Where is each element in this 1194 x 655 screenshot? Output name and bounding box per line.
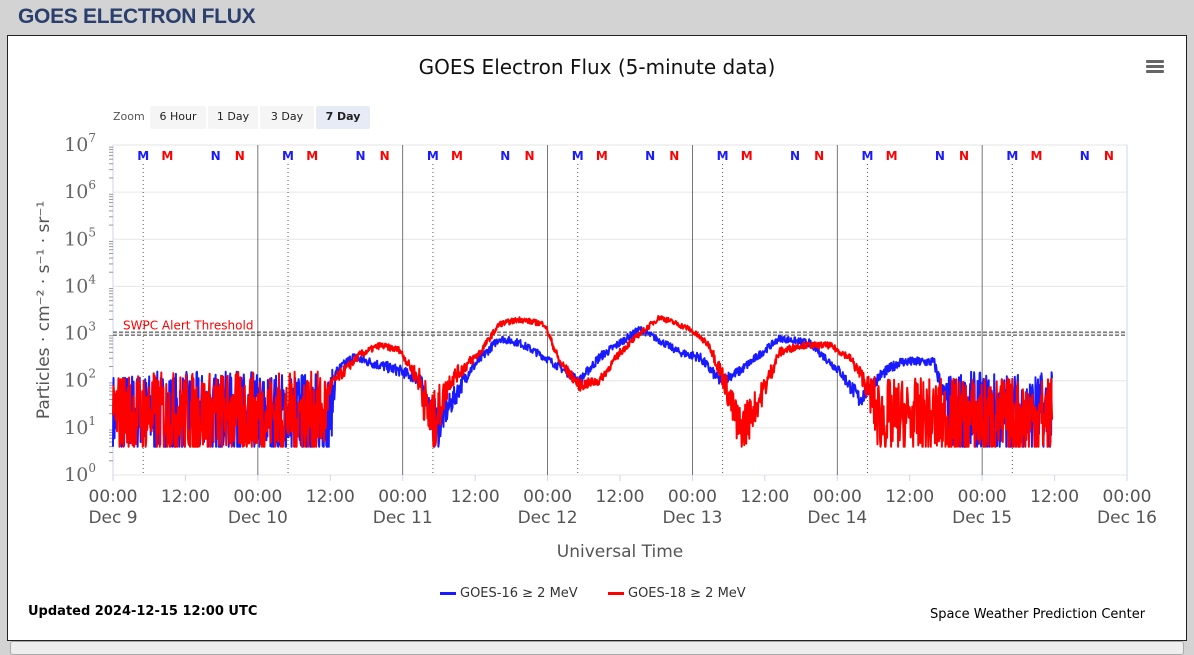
marker-m: M bbox=[861, 149, 873, 163]
x-tick-time: 00:00 bbox=[523, 487, 572, 507]
marker-m: M bbox=[282, 149, 294, 163]
x-tick-time: 12:00 bbox=[451, 487, 500, 507]
y-tick-label: 100 bbox=[64, 461, 96, 486]
threshold-label: SWPC Alert Threshold bbox=[123, 319, 253, 333]
y-tick-label: 105 bbox=[64, 225, 96, 250]
x-tick-time: 00:00 bbox=[668, 487, 717, 507]
x-tick-date: Dec 12 bbox=[518, 508, 578, 528]
credit-text: Space Weather Prediction Center bbox=[930, 607, 1146, 622]
x-tick-date: Dec 16 bbox=[1097, 508, 1157, 528]
marker-m: M bbox=[717, 149, 729, 163]
legend-swatch-goes18 bbox=[608, 592, 624, 595]
marker-n: N bbox=[355, 149, 365, 163]
x-tick-time: 12:00 bbox=[1030, 487, 1079, 507]
chart-title: GOES Electron Flux (5-minute data) bbox=[419, 55, 776, 79]
marker-n: N bbox=[935, 149, 945, 163]
chart-panel bbox=[7, 35, 1187, 641]
x-tick-time: 12:00 bbox=[306, 487, 355, 507]
zoom-7-day-button[interactable]: 7 Day bbox=[316, 106, 370, 129]
x-tick-date: Dec 15 bbox=[952, 508, 1012, 528]
legend-item-goes16[interactable]: GOES-16 ≥ 2 MeV bbox=[440, 586, 578, 601]
zoom-6-hour-button[interactable]: 6 Hour bbox=[150, 106, 206, 129]
marker-m: M bbox=[306, 149, 318, 163]
marker-n: N bbox=[380, 149, 390, 163]
x-tick-time: 12:00 bbox=[885, 487, 934, 507]
marker-m: M bbox=[137, 149, 149, 163]
y-tick-label: 107 bbox=[64, 131, 96, 156]
x-tick-time: 00:00 bbox=[233, 487, 282, 507]
y-tick-label: 101 bbox=[64, 414, 96, 439]
marker-n: N bbox=[524, 149, 534, 163]
marker-n: N bbox=[1104, 149, 1114, 163]
marker-m: M bbox=[427, 149, 439, 163]
marker-m: M bbox=[572, 149, 584, 163]
page-header-title: GOES ELECTRON FLUX bbox=[18, 5, 256, 28]
x-tick-time: 12:00 bbox=[596, 487, 645, 507]
marker-m: M bbox=[886, 149, 898, 163]
legend-item-goes18[interactable]: GOES-18 ≥ 2 MeV bbox=[608, 586, 746, 601]
updated-timestamp: Updated 2024-12-15 12:00 UTC bbox=[28, 604, 258, 619]
x-tick-date: Dec 10 bbox=[228, 508, 288, 528]
marker-n: N bbox=[235, 149, 245, 163]
marker-n: N bbox=[814, 149, 824, 163]
legend-label-goes18: GOES-18 ≥ 2 MeV bbox=[628, 586, 746, 601]
marker-n: N bbox=[959, 149, 969, 163]
legend-swatch-goes16 bbox=[440, 592, 456, 595]
marker-n: N bbox=[1080, 149, 1090, 163]
x-tick-time: 00:00 bbox=[813, 487, 862, 507]
marker-n: N bbox=[500, 149, 510, 163]
marker-n: N bbox=[669, 149, 679, 163]
x-tick-date: Dec 14 bbox=[807, 508, 867, 528]
x-axis-title: Universal Time bbox=[557, 542, 683, 562]
x-tick-time: 00:00 bbox=[378, 487, 427, 507]
x-tick-time: 00:00 bbox=[89, 487, 138, 507]
legend-label-goes16: GOES-16 ≥ 2 MeV bbox=[460, 586, 578, 601]
hamburger-menu-icon[interactable] bbox=[1146, 60, 1164, 76]
marker-m: M bbox=[1006, 149, 1018, 163]
y-tick-label: 102 bbox=[64, 367, 96, 392]
marker-n: N bbox=[645, 149, 655, 163]
marker-m: M bbox=[741, 149, 753, 163]
x-tick-date: Dec 11 bbox=[373, 508, 433, 528]
zoom-1-day-button[interactable]: 1 Day bbox=[208, 106, 258, 129]
y-tick-label: 106 bbox=[64, 178, 96, 203]
marker-m: M bbox=[451, 149, 463, 163]
marker-m: M bbox=[161, 149, 173, 163]
zoom-label: Zoom bbox=[113, 110, 145, 123]
y-tick-label: 103 bbox=[64, 320, 96, 345]
y-axis-title: Particles · cm⁻² · s⁻¹ · sr⁻¹ bbox=[34, 201, 54, 419]
series-line-goes18 bbox=[112, 315, 1054, 448]
x-tick-time: 12:00 bbox=[740, 487, 789, 507]
marker-n: N bbox=[211, 149, 221, 163]
marker-m: M bbox=[596, 149, 608, 163]
y-tick-label: 104 bbox=[64, 272, 96, 297]
x-tick-date: Dec 13 bbox=[662, 508, 722, 528]
zoom-3-day-button[interactable]: 3 Day bbox=[260, 106, 314, 129]
x-tick-time: 00:00 bbox=[958, 487, 1007, 507]
marker-n: N bbox=[790, 149, 800, 163]
x-tick-time: 12:00 bbox=[161, 487, 210, 507]
marker-m: M bbox=[1030, 149, 1042, 163]
x-tick-time: 00:00 bbox=[1103, 487, 1152, 507]
x-tick-date: Dec 9 bbox=[88, 508, 137, 528]
